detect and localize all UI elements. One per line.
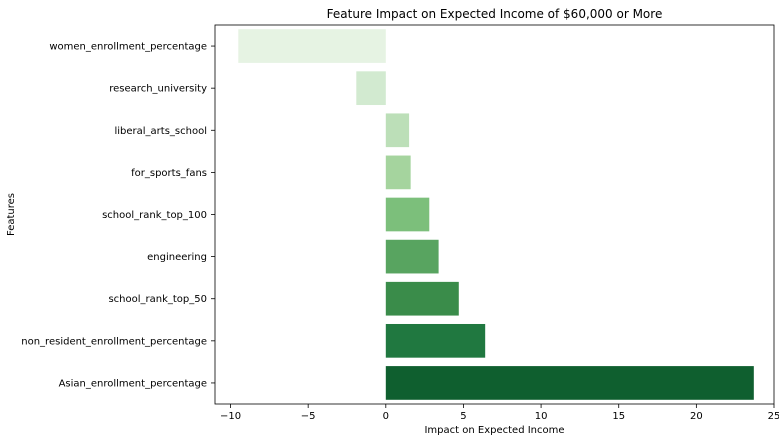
x-axis-label: Impact on Expected Income [424, 425, 564, 436]
y-tick-label: engineering [147, 252, 207, 263]
bar-Asian_enrollment_percentage [385, 366, 754, 400]
bar-research_university [356, 71, 386, 106]
bar-engineering [385, 239, 439, 274]
x-tick-label: 15 [612, 411, 625, 422]
bars-group [238, 29, 754, 400]
bar-for_sports_fans [385, 155, 411, 190]
bar-school_rank_top_100 [385, 197, 430, 232]
x-tick-label: 25 [768, 411, 779, 422]
x-tick-label: 0 [383, 411, 389, 422]
x-tick-label: −5 [301, 411, 316, 422]
y-tick-label: Asian_enrollment_percentage [59, 378, 207, 389]
y-tick-label: women_enrollment_percentage [49, 42, 207, 53]
bar-liberal_arts_school [385, 113, 410, 148]
chart-title: Feature Impact on Expected Income of $60… [327, 7, 663, 21]
bar-non_resident_enrollment_percentage [385, 323, 486, 358]
y-tick-label: school_rank_top_100 [102, 210, 207, 221]
y-tick-label: school_rank_top_50 [108, 294, 207, 305]
x-tick-label: 5 [460, 411, 466, 422]
bar-women_enrollment_percentage [238, 29, 386, 63]
y-ticks-group: women_enrollment_percentage research_univ… [21, 42, 215, 389]
x-tick-label: −10 [220, 411, 241, 422]
y-axis-label: Features [6, 193, 17, 236]
y-tick-label: non_resident_enrollment_percentage [21, 336, 207, 347]
x-tick-label: 10 [535, 411, 548, 422]
x-tick-label: 20 [690, 411, 703, 422]
y-tick-label: research_university [109, 84, 207, 95]
axes-frame [214, 24, 775, 405]
y-tick-label: for_sports_fans [131, 168, 207, 179]
bar-school_rank_top_50 [385, 281, 459, 316]
y-tick-label: liberal_arts_school [114, 126, 207, 137]
x-ticks-group: −10 −5 0 5 10 15 20 25 [220, 404, 779, 422]
